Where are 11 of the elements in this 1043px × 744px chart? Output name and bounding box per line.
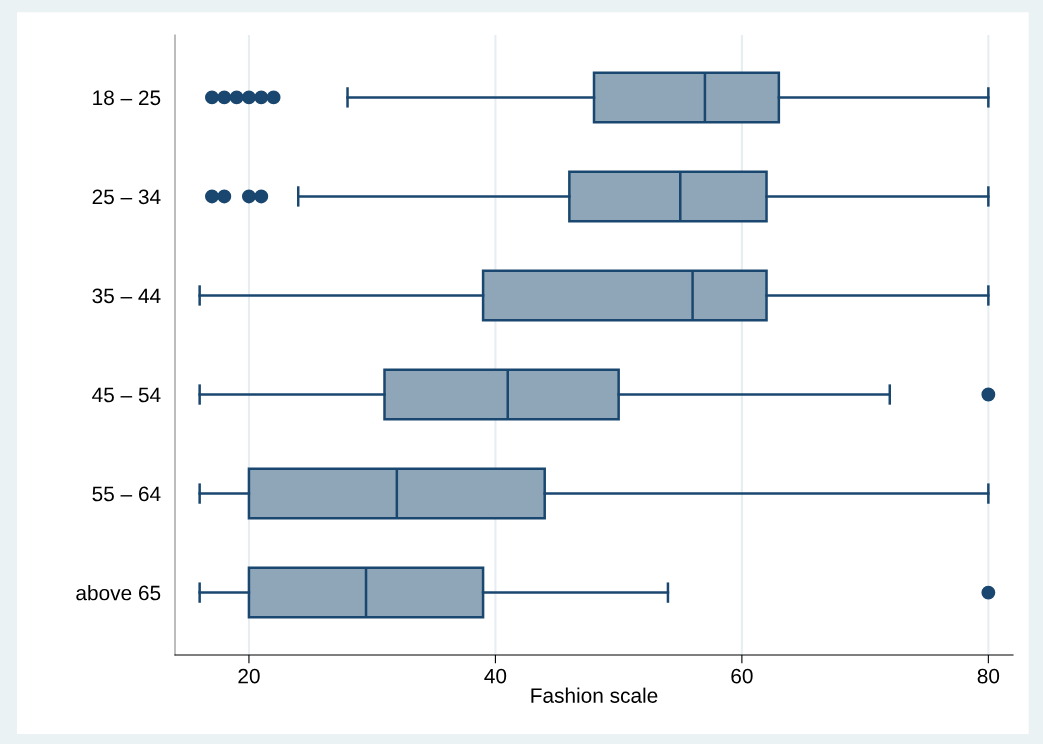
y-tick-label: above 65 <box>76 585 161 601</box>
y-tick-label: 25 – 34 <box>92 189 161 205</box>
x-tick-label: 60 <box>731 668 753 684</box>
y-tick-label: 35 – 44 <box>92 288 161 304</box>
x-axis-title: Fashion scale <box>531 687 658 703</box>
x-tick-label: 80 <box>977 668 1000 684</box>
y-tick-label: 18 – 25 <box>93 90 161 106</box>
x-tick-label: 40 <box>484 668 507 684</box>
x-tick-label: 20 <box>238 668 260 684</box>
y-tick-label: 45 – 54 <box>92 387 161 403</box>
y-tick-label: 55 – 64 <box>92 486 161 502</box>
